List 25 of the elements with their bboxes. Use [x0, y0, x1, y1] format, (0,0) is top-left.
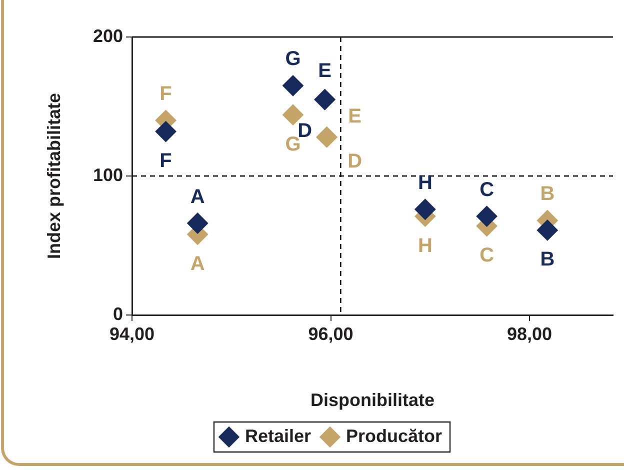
- data-label: A: [190, 186, 205, 208]
- x-tick-label: 94,00: [109, 324, 155, 344]
- data-label: G: [285, 48, 301, 70]
- data-label: B: [540, 248, 555, 271]
- data-label: D: [298, 120, 312, 142]
- data-label: H: [418, 172, 432, 194]
- y-tick-label: 100: [92, 164, 123, 185]
- data-label: F: [160, 150, 172, 172]
- data-label: E: [318, 60, 332, 82]
- data-label: C: [480, 178, 494, 201]
- x-tick-label: 96,00: [308, 324, 354, 344]
- y-tick-label: 0: [112, 304, 123, 324]
- x-tick-label: 98,00: [506, 324, 552, 344]
- y-tick-label: 200: [92, 26, 123, 46]
- data-label: B: [540, 182, 555, 205]
- data-label: A: [190, 252, 205, 275]
- y-axis-title: Index profitabilitate: [44, 92, 64, 260]
- legend-label: Retailer: [244, 426, 312, 446]
- x-axis-title: Disponibilitate: [310, 390, 435, 410]
- legend-label: Producător: [346, 426, 442, 446]
- data-label: F: [160, 82, 172, 105]
- data-label: C: [480, 244, 494, 267]
- data-label: H: [418, 234, 432, 257]
- data-label: E: [348, 106, 362, 128]
- data-label: D: [348, 150, 362, 173]
